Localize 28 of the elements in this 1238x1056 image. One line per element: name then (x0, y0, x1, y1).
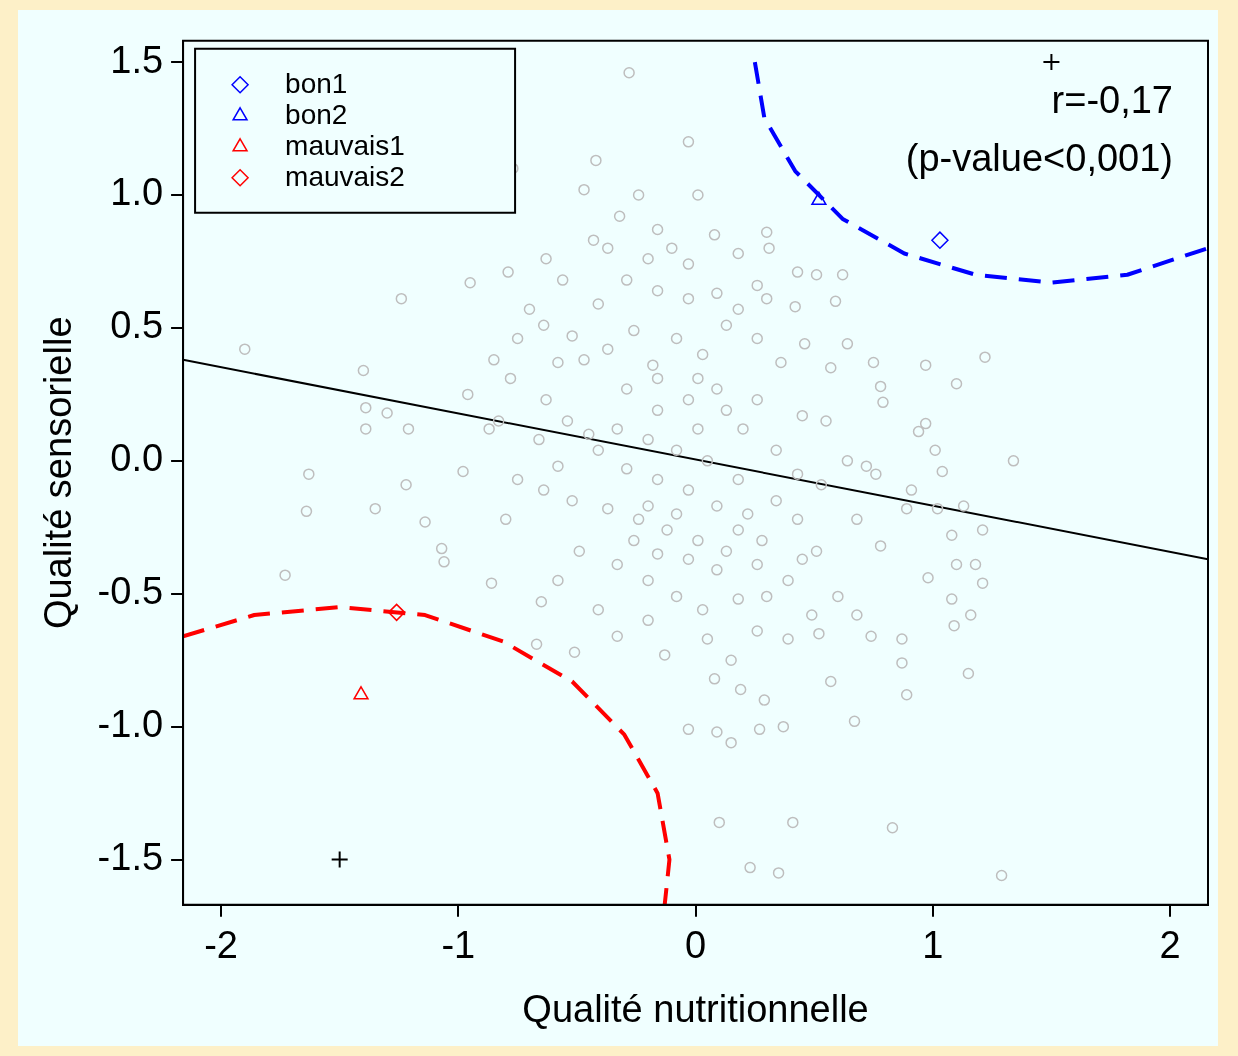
y-tick-label: -0.5 (97, 570, 164, 613)
line-series (183, 605, 672, 905)
point (387, 603, 406, 622)
point (1042, 53, 1061, 72)
legend-label: bon2 (285, 98, 348, 130)
annotation: (p-value<0,001) (905, 137, 1173, 180)
x-axis-title: Qualité nutritionnelle (522, 987, 869, 1030)
legend-label: bon1 (285, 67, 348, 99)
y-tick-label: 0.5 (110, 304, 164, 347)
point (353, 686, 369, 700)
line-series (752, 60, 1208, 285)
x-tick-label: -2 (204, 924, 238, 967)
y-tick-label: 1.5 (110, 38, 164, 81)
y-tick-label: -1.0 (97, 703, 164, 746)
x-tick-label: 1 (922, 924, 944, 967)
y-axis-title: Qualité sensorielle (37, 316, 80, 630)
legend-label: mauvais2 (285, 160, 405, 192)
y-tick-label: 1.0 (110, 171, 164, 214)
x-tick-label: -1 (441, 924, 476, 967)
legend-label: mauvais1 (285, 129, 405, 161)
y-tick-label: 0.0 (110, 437, 164, 480)
point (330, 850, 349, 869)
point (811, 191, 827, 206)
annotation: r=-0,17 (1051, 79, 1173, 122)
x-tick-label: 2 (1159, 924, 1181, 967)
x-tick-label: 0 (684, 924, 707, 967)
point (931, 231, 949, 249)
y-tick-label: -1.5 (97, 836, 164, 879)
